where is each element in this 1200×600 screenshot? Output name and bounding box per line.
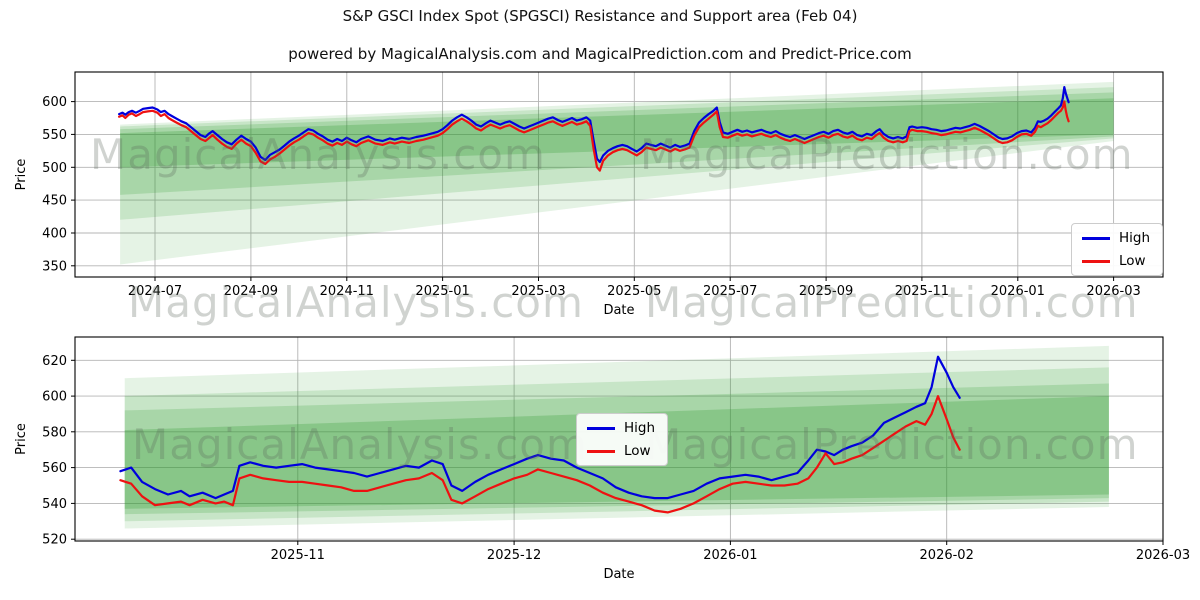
- svg-text:2024-09: 2024-09: [224, 284, 278, 299]
- legend-high-label: High: [624, 420, 656, 436]
- svg-text:2025-11: 2025-11: [895, 284, 949, 299]
- svg-text:Date: Date: [603, 567, 634, 582]
- svg-text:2026-01: 2026-01: [703, 548, 757, 563]
- svg-text:580: 580: [42, 425, 67, 440]
- svg-text:450: 450: [42, 194, 67, 209]
- svg-text:600: 600: [42, 390, 67, 405]
- legend-high-label: High: [1119, 230, 1151, 246]
- svg-text:550: 550: [42, 128, 67, 143]
- svg-text:540: 540: [42, 497, 67, 512]
- chart-title: S&P GSCI Index Spot (SPGSCI) Resistance …: [342, 7, 858, 25]
- high-line-swatch: [587, 426, 615, 430]
- svg-text:Price: Price: [14, 423, 29, 455]
- svg-text:2025-07: 2025-07: [703, 284, 757, 299]
- svg-text:Date: Date: [603, 303, 634, 318]
- low-line-swatch: [587, 449, 615, 453]
- svg-text:2024-11: 2024-11: [320, 284, 374, 299]
- chart-subtitle: powered by MagicalAnalysis.com and Magic…: [288, 45, 912, 63]
- legend-zoom-chart: High Low: [576, 413, 669, 466]
- svg-text:2026-01: 2026-01: [991, 284, 1045, 299]
- legend-main-chart: High Low: [1071, 223, 1164, 276]
- svg-text:2026-02: 2026-02: [920, 548, 974, 563]
- svg-text:Price: Price: [14, 159, 29, 191]
- legend-item-high: High: [587, 420, 655, 436]
- low-line-swatch: [1082, 259, 1110, 263]
- svg-text:600: 600: [42, 95, 67, 110]
- svg-text:2025-09: 2025-09: [799, 284, 853, 299]
- svg-text:520: 520: [42, 533, 67, 548]
- svg-text:2025-01: 2025-01: [415, 284, 469, 299]
- svg-text:560: 560: [42, 461, 67, 476]
- svg-text:2026-03: 2026-03: [1086, 284, 1140, 299]
- legend-item-low: Low: [587, 443, 655, 459]
- svg-text:2025-11: 2025-11: [271, 548, 325, 563]
- legend-item-low: Low: [1082, 253, 1150, 269]
- svg-text:620: 620: [42, 354, 67, 369]
- svg-text:2025-12: 2025-12: [487, 548, 541, 563]
- svg-text:350: 350: [42, 259, 67, 274]
- legend-low-label: Low: [624, 443, 651, 459]
- svg-text:2025-05: 2025-05: [607, 284, 661, 299]
- svg-text:2024-07: 2024-07: [128, 284, 182, 299]
- legend-low-label: Low: [1119, 253, 1146, 269]
- legend-item-high: High: [1082, 230, 1150, 246]
- svg-text:2025-03: 2025-03: [511, 284, 565, 299]
- svg-text:2026-03: 2026-03: [1136, 548, 1190, 563]
- svg-text:400: 400: [42, 227, 67, 242]
- high-line-swatch: [1082, 236, 1110, 240]
- svg-text:500: 500: [42, 161, 67, 176]
